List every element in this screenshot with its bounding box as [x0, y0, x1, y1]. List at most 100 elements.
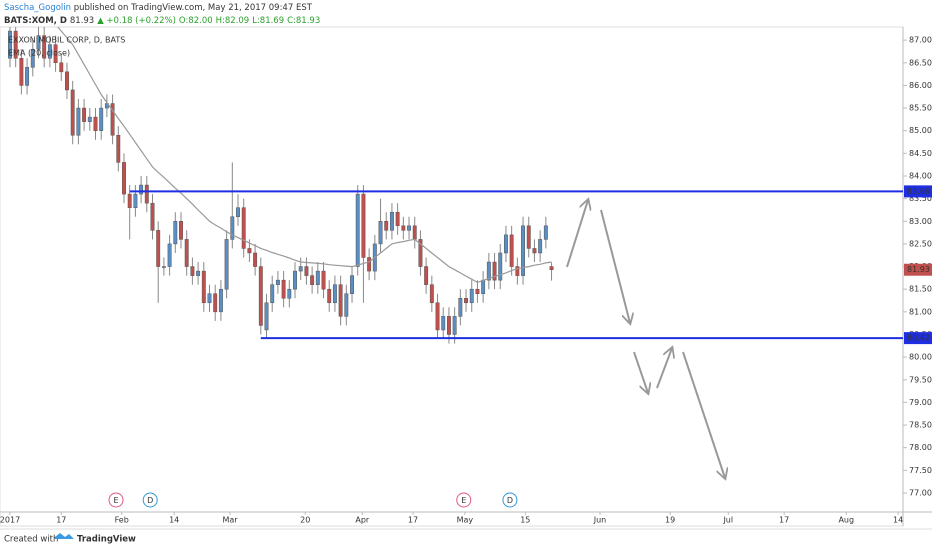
candle-body [367, 257, 372, 272]
event-label: D [147, 496, 153, 505]
legend-ema: EMA (20, close) [8, 49, 70, 58]
candle-body [201, 270, 206, 304]
arrow [682, 351, 725, 478]
candle-body [93, 116, 98, 131]
candle-body [327, 288, 332, 304]
x-tick-label: Mar [222, 516, 238, 525]
arrow [633, 351, 648, 393]
candle-body [452, 316, 457, 335]
candle-body [384, 221, 389, 231]
candle-body [133, 193, 138, 208]
candle-body [526, 225, 531, 249]
x-tick-label: May [457, 516, 474, 525]
ohlc: H:82.09 [216, 16, 250, 26]
plot [8, 27, 903, 344]
candle-body [144, 184, 149, 204]
candle-body [36, 35, 41, 50]
candle-body [418, 239, 423, 267]
candle-body [338, 284, 343, 317]
y-tick-label: 78.00 [909, 443, 932, 452]
candle-body [173, 221, 178, 245]
ohlc: L:81.69 [252, 16, 284, 26]
header: Sascha_Gogolin published on TradingView.… [4, 3, 313, 13]
x-tick-label: 17 [408, 516, 418, 525]
candle-body [65, 71, 69, 91]
x-tick-label: 17 [779, 516, 789, 525]
candle-body [110, 103, 115, 136]
legend-series: EXXON MOBIL CORP, D, BATS [8, 36, 125, 45]
candle-body [361, 193, 366, 258]
y-tick-label: 83.50 [909, 194, 932, 203]
candle-body [304, 266, 309, 276]
ohlc: O:82.00 [179, 16, 213, 26]
candle-body [53, 44, 58, 64]
candle-body [310, 275, 315, 285]
candle-body [247, 248, 252, 254]
x-tick-label: 14 [893, 516, 903, 525]
y-tick-label: 83.00 [909, 217, 932, 226]
candle-body [407, 225, 411, 231]
candle-body [213, 293, 218, 313]
x-tick-label: 2017 [0, 516, 20, 525]
candle-body [156, 230, 161, 267]
candle-body [344, 293, 349, 317]
candle-body [441, 316, 446, 331]
candle-body [236, 207, 240, 217]
candle-body [315, 270, 320, 285]
candle-body [538, 239, 543, 254]
candle-body [42, 35, 47, 59]
candle-body [486, 261, 491, 281]
candle-body [224, 239, 229, 290]
candle-body [293, 270, 297, 290]
candle-body [424, 266, 429, 285]
candle-body [139, 184, 144, 195]
candle-body [19, 57, 24, 86]
candle-body [99, 107, 104, 131]
candle-body [412, 225, 417, 240]
level-label-bg [904, 332, 932, 345]
y-tick-label: 81.50 [909, 285, 932, 294]
symbol: BATS:XOM, D [4, 16, 67, 26]
overlay [566, 200, 725, 478]
candle-body [70, 89, 75, 136]
event-label: E [461, 496, 466, 505]
candle-body [509, 234, 514, 267]
candle-body [258, 266, 263, 326]
x-tick-label: 19 [665, 516, 675, 525]
candle-body [435, 302, 440, 331]
y-tick-label: 80.00 [909, 353, 932, 362]
candle-body [475, 288, 480, 294]
candle-body [161, 266, 166, 268]
candle-body [401, 225, 406, 231]
x-tick-label: Feb [115, 516, 129, 525]
y-tick-label: 79.00 [909, 398, 932, 407]
candle-body [350, 275, 354, 294]
quote: BATS:XOM, D 81.93 ▲ +0.18 (+0.22%) O:82.… [4, 16, 320, 26]
candle-body [481, 279, 486, 294]
ohlc: C:81.93 [287, 16, 320, 26]
candle-body [218, 288, 223, 313]
event-marker [142, 492, 158, 508]
candle-body [25, 67, 30, 86]
footer-brand[interactable]: TradingView [77, 535, 136, 545]
candle-body [549, 266, 554, 270]
candle-body [82, 107, 87, 122]
ema-line [57, 27, 552, 284]
candle-body [543, 225, 548, 240]
candle-body [389, 211, 394, 231]
y-tick-label: 78.50 [909, 421, 932, 430]
y-tick-label: 86.00 [909, 81, 932, 90]
x-tick-label: 17 [56, 516, 66, 525]
change: ▲ +0.18 (+0.22%) [97, 16, 176, 26]
candle-body [395, 211, 400, 227]
author[interactable]: Sascha_Gogolin [4, 3, 71, 13]
candle-body [264, 302, 269, 331]
candle-body [355, 193, 360, 267]
event-marker [502, 492, 518, 508]
candle-body [13, 30, 18, 59]
candle-body [47, 44, 52, 59]
event-marker [108, 492, 124, 508]
candle-body [287, 288, 292, 299]
y-tick-label: 77.50 [909, 466, 932, 475]
